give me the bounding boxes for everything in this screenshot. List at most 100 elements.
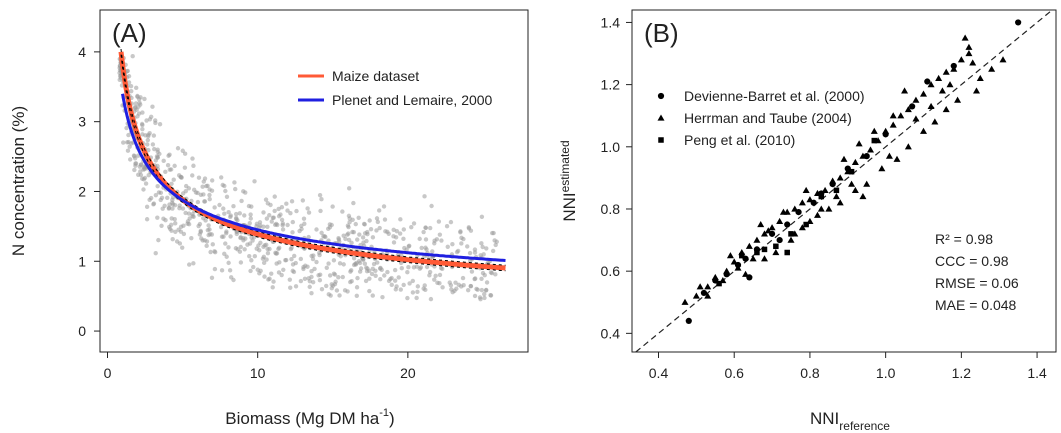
triangle-point bbox=[745, 242, 753, 249]
square-point bbox=[848, 168, 855, 175]
triangle-point bbox=[836, 199, 844, 206]
triangle-point bbox=[961, 34, 969, 41]
scatter-point bbox=[327, 225, 333, 230]
panel-a-y-ticks: 0 1 2 3 4 bbox=[78, 44, 100, 339]
scatter-point bbox=[261, 210, 266, 215]
scatter-point bbox=[228, 234, 233, 239]
scatter-point bbox=[153, 192, 159, 198]
scatter-point bbox=[488, 292, 493, 298]
scatter-point bbox=[208, 249, 213, 255]
scatter-point bbox=[367, 276, 372, 281]
scatter-point bbox=[153, 118, 158, 123]
square-point bbox=[761, 246, 768, 253]
scatter-point bbox=[406, 265, 411, 270]
scatter-point bbox=[371, 261, 377, 267]
scatter-point bbox=[314, 259, 319, 265]
scatter-point bbox=[355, 237, 360, 242]
scatter-point bbox=[285, 222, 290, 228]
scatter-point bbox=[247, 241, 253, 246]
scatter-point bbox=[134, 107, 139, 112]
triangle-point bbox=[726, 252, 734, 259]
scatter-point bbox=[316, 273, 321, 278]
triangle-point bbox=[870, 127, 878, 134]
scatter-point bbox=[126, 80, 132, 85]
x-tick-label: 0.8 bbox=[800, 365, 820, 381]
scatter-point bbox=[427, 269, 433, 275]
legend-label: Peng et al. (2010) bbox=[684, 132, 795, 148]
scatter-point bbox=[288, 285, 293, 290]
panel-b-points bbox=[681, 19, 1022, 325]
scatter-point bbox=[375, 219, 381, 225]
scatter-point bbox=[353, 221, 358, 227]
triangle-point bbox=[848, 180, 856, 187]
scatter-point bbox=[155, 184, 160, 189]
scatter-point bbox=[139, 162, 144, 167]
scatter-point bbox=[306, 210, 312, 215]
panel-a-plot-frame bbox=[99, 9, 529, 353]
scatter-point bbox=[459, 284, 464, 289]
scatter-point bbox=[129, 141, 134, 146]
scatter-point bbox=[329, 286, 334, 291]
scatter-point bbox=[157, 122, 163, 127]
panel-a-x-axis-label: Biomass (Mg DM ha-1) bbox=[225, 407, 394, 428]
scatter-point bbox=[385, 269, 390, 275]
scatter-point bbox=[151, 201, 157, 206]
scatter-point bbox=[233, 211, 239, 217]
scatter-point bbox=[401, 236, 406, 241]
scatter-point bbox=[298, 256, 304, 262]
triangle-point bbox=[904, 143, 912, 150]
scatter-point bbox=[337, 261, 343, 266]
y-tick-label: 0 bbox=[78, 323, 86, 339]
scatter-point bbox=[351, 200, 356, 206]
scatter-point bbox=[435, 280, 440, 285]
scatter-point bbox=[269, 219, 274, 224]
x-tick-label: 0.4 bbox=[649, 365, 669, 381]
scatter-point bbox=[343, 236, 348, 242]
scatter-point bbox=[397, 231, 403, 236]
triangle-point bbox=[859, 193, 867, 200]
scatter-point bbox=[263, 197, 269, 202]
scatter-point bbox=[165, 195, 170, 201]
scatter-point bbox=[237, 249, 243, 254]
scatter-point bbox=[337, 293, 342, 298]
scatter-point bbox=[437, 272, 443, 278]
triangle-point bbox=[779, 208, 787, 215]
scatter-point bbox=[191, 261, 196, 266]
triangle-point bbox=[927, 81, 935, 88]
panel-a-label: (A) bbox=[112, 18, 147, 48]
scatter-point bbox=[180, 191, 186, 196]
x-tick-label: 1.0 bbox=[876, 365, 896, 381]
scatter-point bbox=[305, 264, 310, 269]
stat-mae: MAE = 0.048 bbox=[935, 297, 1017, 313]
scatter-point bbox=[193, 190, 199, 195]
triangle-point bbox=[882, 127, 890, 134]
scatter-point bbox=[354, 293, 360, 298]
scatter-point bbox=[276, 206, 281, 212]
scatter-point bbox=[172, 217, 177, 222]
scatter-point bbox=[414, 295, 419, 301]
scatter-point bbox=[411, 221, 417, 226]
square-point bbox=[833, 187, 840, 194]
scatter-point bbox=[370, 293, 375, 298]
scatter-point bbox=[284, 201, 289, 206]
maize-dataset-curve bbox=[118, 51, 506, 271]
scatter-point bbox=[376, 208, 382, 213]
scatter-point bbox=[479, 287, 485, 293]
scatter-point bbox=[300, 198, 306, 203]
scatter-point bbox=[472, 293, 478, 299]
legend-label: Devienne-Barret et al. (2000) bbox=[684, 88, 865, 104]
scatter-point bbox=[191, 163, 196, 168]
panel-b-stats: R² = 0.98 CCC = 0.98 RMSE = 0.06 MAE = 0… bbox=[935, 231, 1019, 313]
scatter-point bbox=[302, 276, 308, 282]
scatter-point bbox=[293, 284, 299, 289]
panel-b-x-axis-label: NNIreference bbox=[810, 409, 890, 433]
scatter-point bbox=[465, 287, 471, 293]
scatter-point bbox=[407, 243, 412, 249]
scatter-point bbox=[415, 284, 421, 289]
plenet-lemaire-curve bbox=[121, 93, 506, 262]
scatter-point bbox=[279, 217, 285, 223]
stat-r2: R² = 0.98 bbox=[935, 231, 993, 247]
scatter-point bbox=[256, 243, 261, 248]
scatter-point bbox=[175, 146, 181, 151]
